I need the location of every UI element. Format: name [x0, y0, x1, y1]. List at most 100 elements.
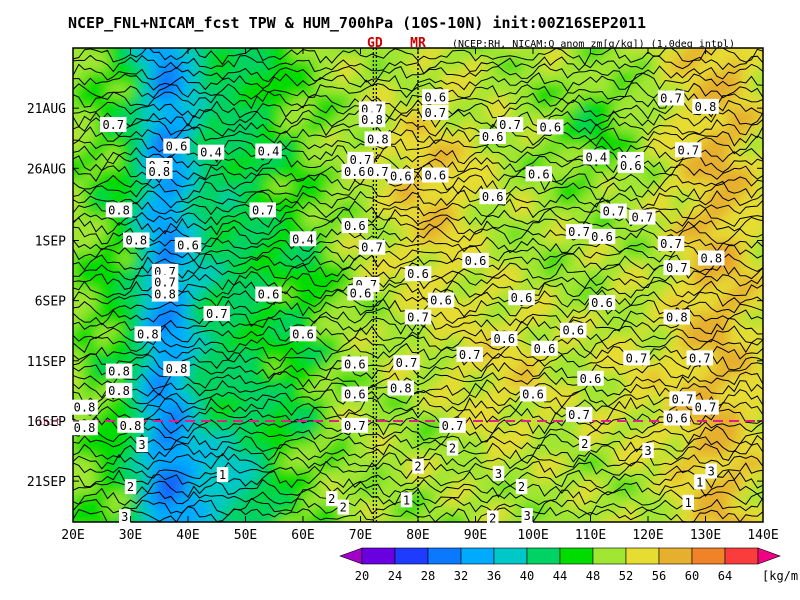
tpw-cell [314, 156, 327, 169]
tpw-cell [130, 517, 143, 522]
tpw-cell [602, 324, 615, 338]
contour-label: 0.6 [407, 267, 429, 281]
contour-label-bg [347, 285, 374, 301]
tpw-cell [383, 96, 396, 109]
tpw-cell [395, 192, 408, 205]
tpw-cell [429, 493, 442, 506]
tpw-cell [291, 288, 304, 302]
tpw-cell [96, 228, 109, 242]
tpw-cell [188, 132, 201, 145]
plot-area [73, 48, 775, 522]
tpw-cell [188, 252, 201, 266]
tpw-cell [521, 276, 534, 290]
tpw-cell [556, 445, 569, 458]
tpw-cell [441, 204, 454, 217]
contour-label-bg [456, 346, 483, 362]
contour-label-bg [579, 435, 591, 451]
tpw-cell [130, 252, 143, 266]
tpw-cell [234, 312, 247, 326]
tpw-cell [648, 252, 661, 266]
tpw-cell [142, 132, 155, 145]
tpw-cell [521, 48, 534, 61]
tpw-cell [245, 120, 258, 133]
tpw-cell [590, 276, 603, 290]
tpw-cell [245, 264, 258, 278]
tpw-cell [556, 288, 569, 302]
tpw-cell [234, 72, 247, 85]
tpw-cell [130, 120, 143, 133]
tpw-cell [257, 300, 270, 314]
tpw-cell [441, 240, 454, 254]
contour-label: 0.6 [177, 238, 199, 252]
tpw-cell [372, 180, 385, 193]
tpw-cell [464, 433, 477, 446]
tpw-cell [763, 337, 775, 350]
contour-label: 0.6 [591, 230, 613, 244]
tpw-cell [579, 384, 592, 398]
tpw-cell [429, 252, 442, 266]
contour-label: 0.7 [102, 118, 124, 132]
tpw-cell [671, 433, 684, 446]
tpw-cell [567, 48, 580, 61]
tpw-cell [751, 312, 763, 326]
tpw-cell [487, 252, 500, 266]
tpw-cell [337, 469, 350, 482]
contour-label-bg [326, 491, 338, 507]
tpw-cell [567, 469, 580, 482]
y-tick-label: 11SEP [27, 355, 66, 370]
tpw-cell [73, 204, 74, 217]
tpw-cell [464, 204, 477, 217]
tpw-cell [360, 60, 373, 73]
tpw-cell [567, 348, 580, 362]
tpw-cell [510, 132, 523, 145]
tpw-cell [464, 384, 477, 398]
tpw-cell [303, 48, 316, 49]
tpw-cell [533, 493, 546, 506]
tpw-cell [280, 216, 293, 229]
tpw-cell [590, 312, 603, 326]
contour-label: 0.8 [390, 382, 412, 396]
tpw-cell [751, 348, 763, 362]
tpw-cell [452, 517, 465, 522]
tpw-cell [303, 312, 316, 326]
tpw-cell [291, 156, 304, 169]
tpw-cell [728, 288, 741, 302]
tpw-cell [73, 84, 86, 97]
tpw-cell [751, 96, 763, 109]
tpw-cell [533, 324, 546, 338]
tpw-cell [314, 493, 327, 506]
tpw-cell [84, 360, 97, 374]
tpw-cell [199, 96, 212, 109]
tpw-cell [326, 445, 339, 458]
tpw-cell [96, 420, 109, 434]
tpw-cell [452, 144, 465, 157]
tpw-cell [418, 420, 431, 434]
contour-label: 0.7 [660, 237, 682, 251]
tpw-cell [613, 60, 626, 73]
tpw-cell [291, 180, 304, 193]
tpw-cell [188, 288, 201, 302]
tpw-cell [613, 240, 626, 254]
tpw-cell [487, 216, 500, 229]
tpw-cell [763, 168, 775, 181]
tpw-cell [337, 132, 350, 145]
tpw-cell [119, 324, 132, 338]
colorbar-swatch [361, 547, 396, 565]
tpw-cell [475, 481, 488, 494]
contour-label-bg [663, 410, 690, 426]
tpw-cell [245, 505, 258, 518]
tpw-cell [268, 384, 281, 398]
tpw-cell [222, 204, 235, 217]
tpw-cell [130, 48, 143, 61]
tpw-cell [291, 384, 304, 398]
tpw-cell [199, 252, 212, 266]
tpw-cell [222, 180, 235, 193]
tpw-cell [211, 204, 224, 217]
contour-label-bg [341, 386, 368, 402]
tpw-cell [268, 408, 281, 422]
tpw-cell [222, 288, 235, 302]
tpw-cell [498, 156, 511, 169]
tpw-cell [487, 228, 500, 242]
tpw-cell [153, 96, 166, 109]
tpw-cell [533, 457, 546, 470]
